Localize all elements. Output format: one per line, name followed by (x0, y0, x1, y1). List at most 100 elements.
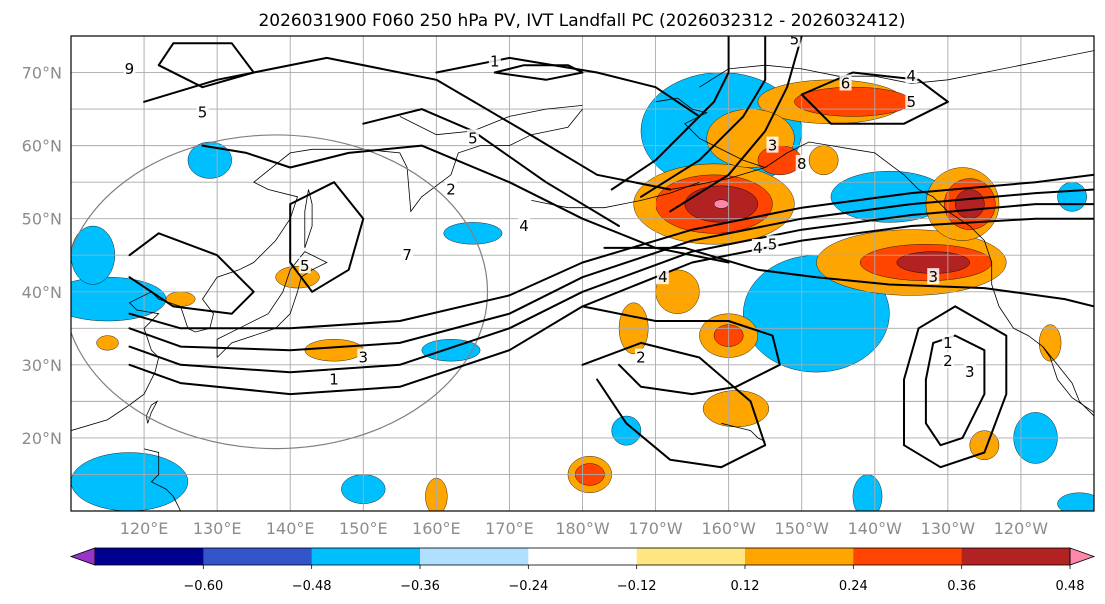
pv-anomaly-blob (852, 474, 883, 511)
contour-label-bg (941, 333, 954, 350)
pv-anomaly-blob (187, 141, 232, 179)
longitude-label: 170°W (628, 519, 683, 538)
colorbar-frame (94, 547, 1071, 566)
contour-label-bg (927, 268, 940, 285)
pv-anomaly-blob (421, 339, 481, 362)
contour-label: 2 (446, 180, 456, 198)
colorbar-extend-max (1069, 547, 1096, 566)
contour-label-bg (839, 74, 852, 91)
coastline-taiwan (145, 400, 159, 424)
figure-title: 2026031900 F060 250 hPa PV, IVT Landfall… (258, 11, 905, 31)
longitude-label: 130°E (193, 519, 242, 538)
pv-contour-line (640, 36, 767, 198)
coastline-philippines (144, 448, 181, 511)
contour-label-bg (488, 52, 501, 69)
contour-label: 9 (125, 60, 135, 78)
pv-anomaly-blob (304, 339, 364, 362)
contour-label-bg (751, 238, 764, 255)
pv-anomaly-blob (1038, 324, 1062, 362)
pv-anomaly-blob (1057, 181, 1087, 212)
pv-contour-line (903, 305, 1008, 469)
contour-label-bg (963, 363, 976, 380)
contour-label-bg (401, 246, 414, 263)
contour-label: 4 (519, 217, 529, 235)
pv-contour-line (128, 188, 1094, 352)
pv-contour-line (800, 71, 949, 125)
pv-anomaly-blob (702, 390, 770, 428)
map-frame (70, 35, 1095, 512)
pv-contour-line (603, 246, 1094, 308)
colorbar-tick-label: −0.60 (183, 579, 223, 594)
latitude-label: 60°N (22, 137, 62, 156)
pv-anomaly-blob (954, 189, 985, 219)
contour-label: 8 (797, 155, 807, 173)
longitude-label: 120°E (120, 519, 169, 538)
contour-label-bg (518, 217, 531, 233)
colorbar: −0.60 −0.48 −0.36 −0.24 −0.12 0.12 0.24 0.36 0.4… (69, 547, 1096, 594)
latitude-label: 20°N (22, 429, 62, 448)
contour-label: 4 (907, 67, 917, 85)
longitude-label: 180°W (555, 519, 610, 538)
pv-contour-line (435, 56, 701, 118)
coastline-alaska-gulf (764, 141, 1094, 417)
range-circle-outline (71, 134, 489, 450)
coastline-arctic-coast (699, 50, 1094, 88)
contour-label: 3 (768, 137, 778, 155)
latitude-label: 30°N (22, 356, 62, 375)
contour-label-bg (905, 67, 918, 84)
map-gridlines (71, 36, 1094, 511)
contour-label: 1 (490, 53, 500, 71)
coastline-aleutians (531, 181, 700, 209)
range-circle (71, 134, 489, 450)
pv-contour-line (581, 305, 781, 396)
contour-label: 3 (965, 363, 975, 381)
colorbar-tick-label: −0.12 (617, 579, 657, 594)
contour-label-bg (196, 103, 209, 120)
pv-contour-line (289, 181, 365, 293)
longitude-label: 120°W (994, 519, 1049, 538)
contour-label: 3 (359, 349, 369, 367)
contour-label-bg (123, 59, 136, 76)
colorbar-segment (311, 548, 421, 565)
colorbar-tick-label: −0.48 (292, 579, 332, 594)
colorbar-segment (853, 548, 963, 565)
contour-label: 2 (636, 349, 646, 367)
colorbar-tick-label: −0.24 (508, 579, 548, 594)
contour-label: 5 (790, 31, 800, 49)
contour-label: 1 (943, 334, 953, 352)
contour-label: 5 (768, 235, 778, 253)
pv-anomaly-blob (757, 145, 802, 176)
pv-anomaly-blob (808, 145, 839, 176)
contour-label-bg (656, 268, 669, 285)
colorbar-segment (95, 548, 204, 565)
colorbar-tick-label: 0.36 (947, 579, 976, 594)
pv-anomaly-blob (96, 335, 119, 351)
colorbar-segment (636, 548, 746, 565)
contour-label: 7 (402, 246, 412, 264)
pv-contour-line (128, 203, 1094, 374)
pv-contour-line (143, 56, 672, 191)
contour-label: 3 (928, 268, 938, 286)
contour-label-bg (466, 129, 479, 146)
coastlines (71, 50, 1094, 511)
colorbar-tick-label: 0.48 (1056, 579, 1085, 594)
colorbar-tick-label: 0.12 (731, 579, 760, 594)
coastline-sakhalin (304, 189, 313, 249)
colorbar-segment (961, 548, 1071, 565)
pv-anomaly-blob (71, 452, 189, 511)
pv-anomaly-shading (71, 72, 1094, 511)
pv-contour-line (610, 36, 730, 191)
pv-anomaly-blob (713, 199, 729, 209)
pv-anomaly-blob (794, 86, 912, 117)
contour-label-bg (766, 136, 779, 153)
longitude-label: 170°E (485, 519, 534, 538)
pv-contour-line (581, 341, 767, 469)
coastline-japan (216, 251, 328, 358)
coastline-baja (1042, 346, 1094, 413)
longitude-label: 130°W (921, 519, 976, 538)
longitude-label: 160°W (701, 519, 756, 538)
latitude-label: 70°N (22, 64, 62, 83)
pv-contours (128, 36, 1094, 469)
latitude-label: 50°N (22, 210, 62, 229)
